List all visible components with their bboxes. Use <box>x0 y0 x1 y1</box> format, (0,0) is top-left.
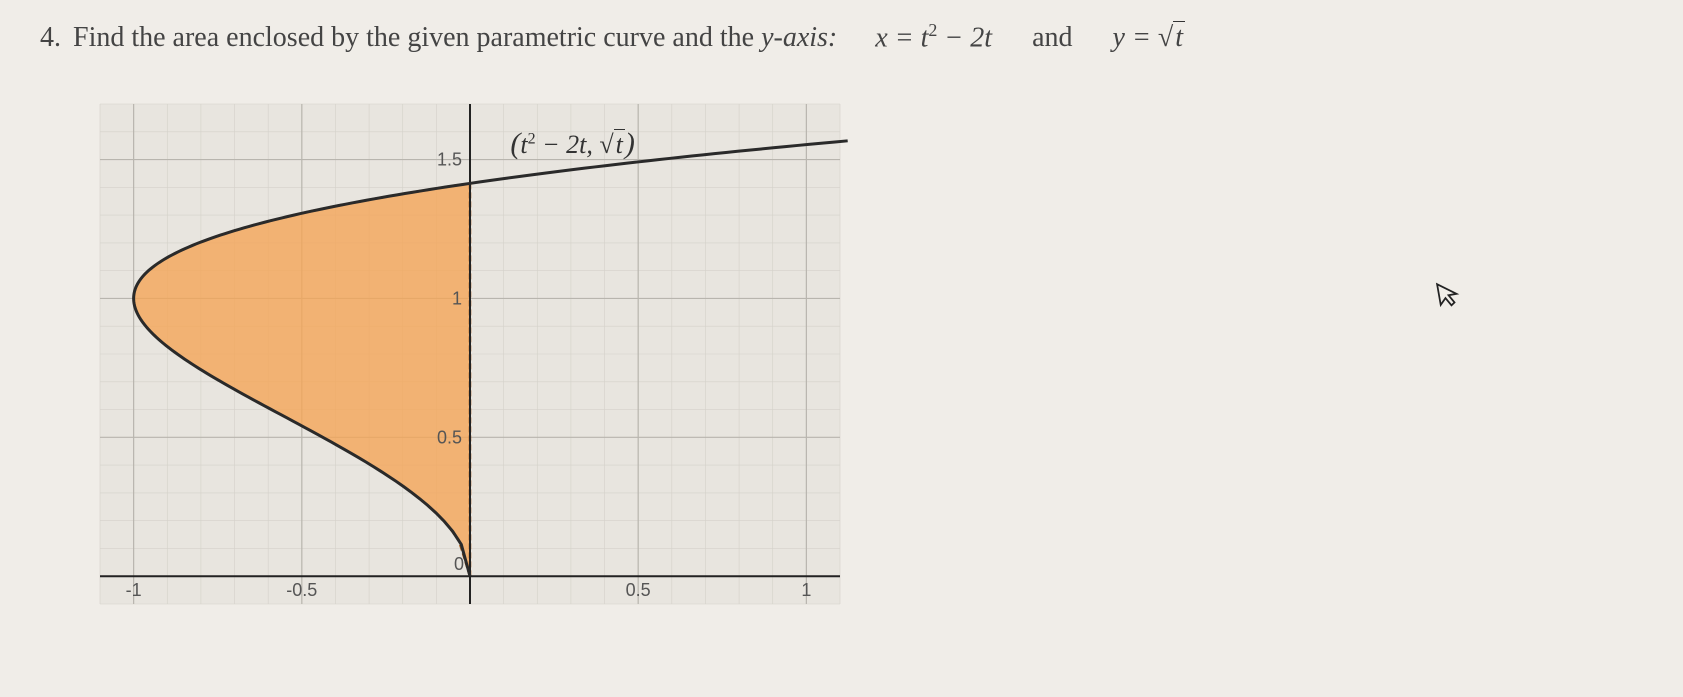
svg-text:1: 1 <box>801 581 811 601</box>
svg-text:1.5: 1.5 <box>437 150 462 170</box>
graph: -1 -0.5 0 0.5 1 0.5 1 1.5 (t2 − 2t, √t) <box>70 74 870 634</box>
axis-text: y-axis: <box>761 22 837 53</box>
equations: x = t2 − 2t and y = t <box>875 20 1185 54</box>
svg-text:0.5: 0.5 <box>437 428 462 448</box>
question-text: Find the area enclosed by the given para… <box>73 22 837 54</box>
parametric-label: (t2 − 2t, √t) <box>510 127 635 161</box>
eq-x: x = t2 − 2t <box>875 20 992 54</box>
svg-text:1: 1 <box>452 289 462 309</box>
svg-text:-1: -1 <box>126 581 142 601</box>
eq-y: y = t <box>1113 22 1186 54</box>
question-row: 4. Find the area enclosed by the given p… <box>40 20 1643 54</box>
svg-text:-0.5: -0.5 <box>286 581 317 601</box>
question-number: 4. <box>40 22 61 54</box>
svg-text:0.5: 0.5 <box>626 581 651 601</box>
cursor-icon <box>1432 278 1466 318</box>
graph-svg: -1 -0.5 0 0.5 1 0.5 1 1.5 <box>70 74 870 634</box>
and-text: and <box>1032 22 1072 54</box>
svg-text:0: 0 <box>454 555 464 575</box>
